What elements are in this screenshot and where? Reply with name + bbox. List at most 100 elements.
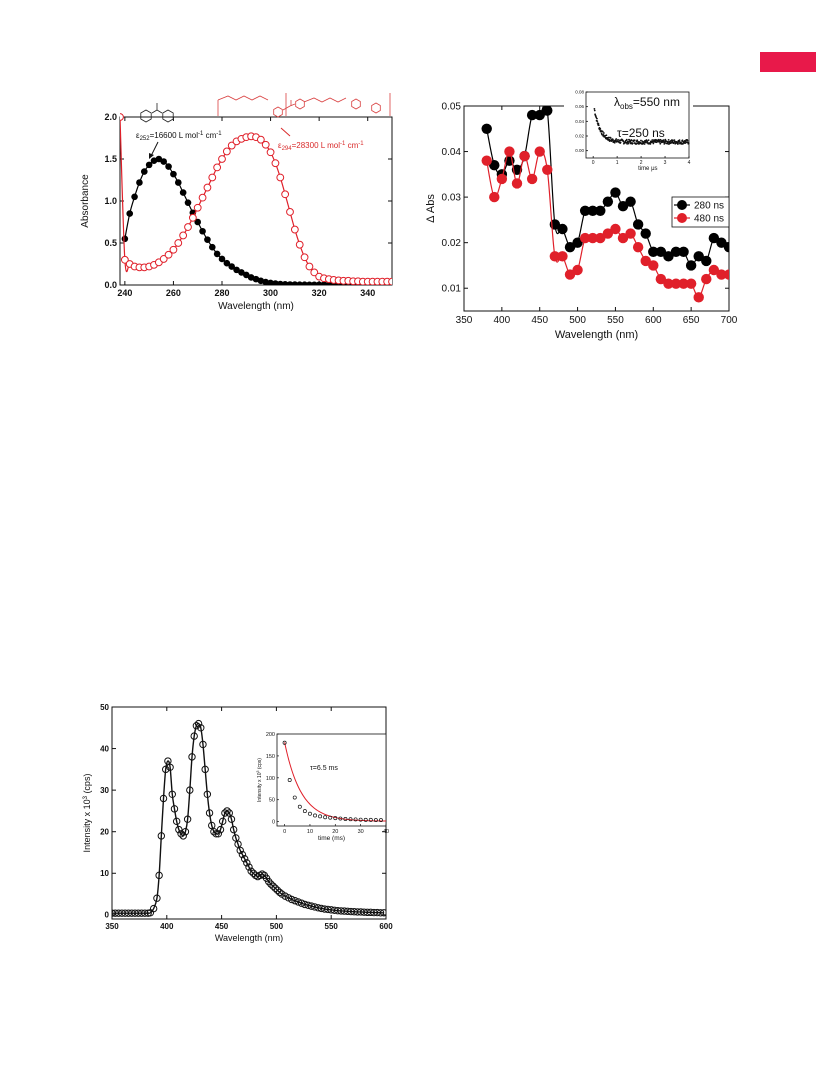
data-point [534,109,545,121]
data-point [602,196,614,207]
inset-data-point [297,804,302,809]
inset-data-point [338,816,343,821]
inset-data-point [684,142,687,144]
inset-data-point [302,809,307,814]
data-point [632,242,644,253]
data-point [708,264,720,276]
data-point [640,228,651,239]
data-point [184,223,192,231]
inset-x-tick-label: 30 [358,829,364,835]
phos-series [112,719,386,917]
x-tick-label: 500 [270,922,284,931]
data-point [179,231,188,240]
eps-sup2: -1 [216,131,222,137]
inset-data-point [323,815,328,820]
data-point [208,243,216,251]
data-point [149,904,158,913]
polymer-bond [282,103,296,111]
x-tick-label: 400 [494,315,511,326]
annotation-arrowhead-black [149,153,154,159]
inset-data-point [599,127,602,130]
data-point [708,232,720,244]
data-point [701,273,712,285]
inset-data-point [687,142,690,145]
inset-data-point [596,117,598,120]
data-point [663,251,674,262]
epsilon-252-label: ε252=16600 L mol-1 cm-1 [136,131,222,142]
data-point [192,722,201,730]
data-point [232,834,240,842]
epsilon-294-label: ε294=28300 L mol-1 cm-1 [278,141,364,152]
data-point [305,262,314,271]
data-point [256,135,265,144]
inset-data-point [597,122,600,125]
inset-data-point [358,817,363,822]
data-point [208,173,217,182]
data-point [126,210,134,217]
inset-data-point [615,138,618,140]
data-point [136,179,143,186]
data-point [678,278,689,289]
transient-absorption-chart: 350 400 450 500 550 600 650 700 0.01 0.02 0.03 0.04… [425,90,738,342]
x-tick-label: 260 [166,288,181,298]
inset-data-point [593,107,596,110]
inset-data-point [353,817,358,822]
data-point [181,828,190,836]
inset-data-point [629,141,632,143]
data-point [610,223,621,235]
tau-label: τ=250 ns [617,126,665,140]
data-point [663,278,674,289]
y-tick-label: 50 [100,703,109,712]
polymer-chain [217,95,269,101]
inset-y-tick-label: 0.06 [575,104,584,109]
inset-x-axis-label: time μs [638,166,657,172]
data-point [504,146,515,157]
data-point [210,828,218,836]
data-point [271,884,280,892]
inset-data-point [607,136,610,139]
inset-x-tick-label: 10 [307,829,313,835]
data-point [174,239,183,247]
data-point [286,208,294,216]
x-tick-label: 650 [683,315,700,326]
data-point [701,255,712,267]
ylabel-sup: 3 [83,795,89,799]
inset-data-point [292,795,297,800]
inset-data-point [643,143,646,145]
inset-data-point [659,142,662,145]
data-point [155,155,163,163]
absorbance-series-0 [121,155,392,285]
y-tick-label: 0.03 [442,193,462,204]
data-point [376,909,385,917]
data-point [300,253,309,262]
inset-data-point [602,132,605,134]
data-point [557,251,568,262]
data-point [186,786,194,794]
data-point [685,260,697,271]
data-point [267,880,275,888]
data-point [242,271,250,279]
eps-sub: 252 [140,136,151,142]
inset-data-point [663,142,666,145]
x-tick-label: 320 [312,288,327,298]
data-point [120,255,129,264]
data-point [216,825,225,834]
data-point [275,888,284,897]
legend-label: 480 ns [694,214,724,225]
inset-data-point [617,138,619,141]
data-point [534,146,545,157]
inset-decay-plot: 0 1 2 3 4 0.00 0.02 0.04 0.06 0.08 time μs [564,90,693,174]
inset-x-tick-label: 3 [664,160,667,166]
data-point [218,155,226,163]
data-point [179,832,187,840]
data-point [218,817,227,826]
data-point [140,168,148,175]
inset-frame [276,733,387,827]
eps-main: =28300 L mol [292,141,341,150]
data-point [595,232,606,244]
y-tick-label: 0.02 [442,238,462,249]
data-point [175,825,183,834]
x-tick-label: 400 [160,922,174,931]
data-point [229,825,238,834]
y-tick-label: 0 [105,911,110,920]
